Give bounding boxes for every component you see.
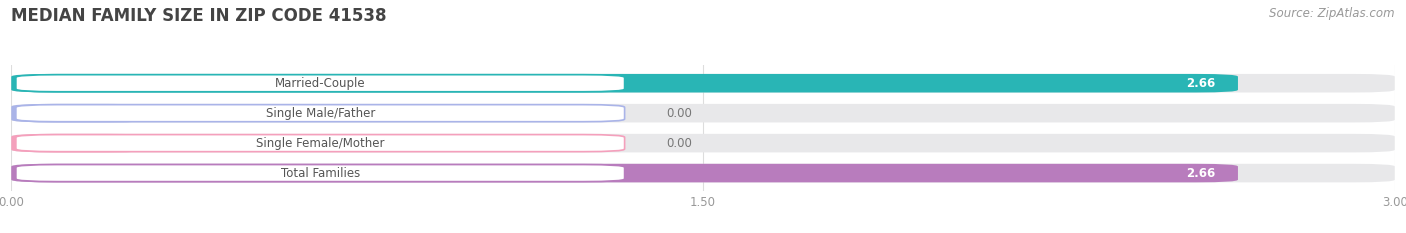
FancyBboxPatch shape — [15, 164, 624, 182]
Text: 0.00: 0.00 — [666, 107, 692, 120]
Text: Married-Couple: Married-Couple — [276, 77, 366, 90]
FancyBboxPatch shape — [11, 164, 1237, 182]
FancyBboxPatch shape — [11, 104, 149, 123]
Text: Source: ZipAtlas.com: Source: ZipAtlas.com — [1270, 7, 1395, 20]
Text: 2.66: 2.66 — [1185, 167, 1215, 180]
FancyBboxPatch shape — [15, 75, 624, 92]
Text: 2.66: 2.66 — [1185, 77, 1215, 90]
Text: Single Female/Mother: Single Female/Mother — [256, 137, 384, 150]
FancyBboxPatch shape — [11, 164, 1395, 182]
FancyBboxPatch shape — [15, 135, 624, 152]
FancyBboxPatch shape — [11, 134, 149, 152]
FancyBboxPatch shape — [11, 74, 1237, 93]
FancyBboxPatch shape — [11, 104, 1395, 123]
Text: Total Families: Total Families — [281, 167, 360, 180]
Text: MEDIAN FAMILY SIZE IN ZIP CODE 41538: MEDIAN FAMILY SIZE IN ZIP CODE 41538 — [11, 7, 387, 25]
FancyBboxPatch shape — [11, 134, 1395, 152]
FancyBboxPatch shape — [11, 74, 1395, 93]
Text: 0.00: 0.00 — [666, 137, 692, 150]
Text: Single Male/Father: Single Male/Father — [266, 107, 375, 120]
FancyBboxPatch shape — [15, 105, 624, 122]
